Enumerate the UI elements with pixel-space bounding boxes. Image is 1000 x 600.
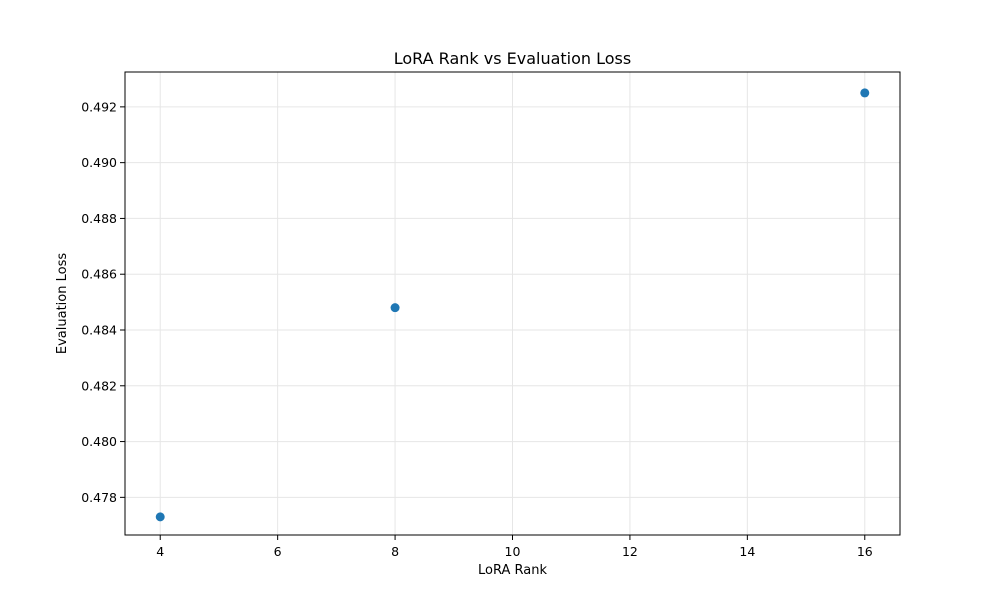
y-tick-label: 0.480 [81, 434, 117, 449]
grid-lines [125, 72, 900, 535]
scatter-point [390, 303, 400, 313]
y-tick-label: 0.492 [81, 99, 117, 114]
x-tick-label: 6 [274, 544, 282, 559]
scatter-point [155, 512, 165, 522]
y-tick-label: 0.478 [81, 490, 117, 505]
x-axis-ticks: 4 6 8 10 12 14 16 [156, 535, 873, 559]
y-tick-label: 0.488 [81, 211, 117, 226]
data-points [155, 88, 870, 522]
y-tick-label: 0.486 [81, 267, 117, 282]
y-axis-label: Evaluation Loss [55, 253, 70, 354]
scatter-point [860, 88, 870, 98]
x-tick-label: 12 [622, 544, 638, 559]
chart-title: LoRA Rank vs Evaluation Loss [394, 49, 631, 68]
x-axis-label: LoRA Rank [478, 563, 547, 578]
x-tick-label: 16 [857, 544, 873, 559]
y-tick-label: 0.490 [81, 155, 117, 170]
x-tick-label: 14 [739, 544, 755, 559]
x-tick-label: 10 [505, 544, 521, 559]
y-axis-ticks: 0.478 0.480 0.482 0.484 0.486 0.488 0.490 0.492 [81, 99, 125, 505]
y-tick-label: 0.484 [81, 322, 117, 337]
y-tick-label: 0.482 [81, 378, 117, 393]
x-tick-label: 4 [156, 544, 164, 559]
x-tick-label: 8 [391, 544, 399, 559]
